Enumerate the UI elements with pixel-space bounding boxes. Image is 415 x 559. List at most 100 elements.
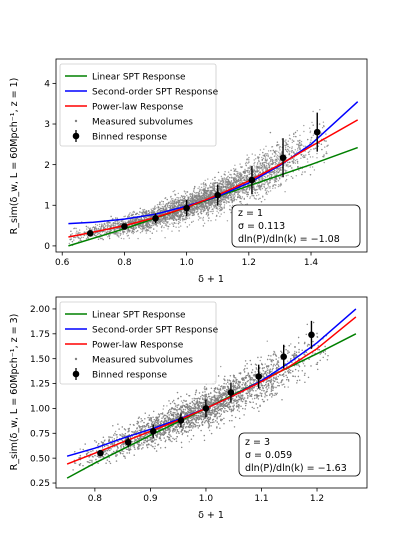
- subvolume-point: [234, 165, 235, 166]
- subvolume-point: [168, 226, 169, 227]
- subvolume-point: [286, 175, 287, 176]
- subvolume-point: [129, 238, 130, 239]
- subvolume-point: [229, 193, 230, 194]
- subvolume-point: [226, 202, 227, 203]
- subvolume-point: [243, 192, 244, 193]
- subvolume-point: [118, 222, 119, 223]
- subvolume-point: [193, 190, 194, 191]
- subvolume-point: [174, 199, 175, 200]
- subvolume-point: [179, 200, 180, 201]
- subvolume-point: [234, 170, 235, 171]
- subvolume-point: [255, 171, 256, 172]
- subvolume-point: [254, 197, 255, 198]
- x-tick-label: 0.8: [117, 258, 132, 268]
- subvolume-point: [277, 155, 278, 156]
- subvolume-point: [207, 202, 208, 203]
- subvolume-point: [177, 211, 178, 212]
- subvolume-point: [219, 186, 220, 187]
- subvolume-point: [262, 163, 263, 164]
- subvolume-point: [140, 232, 141, 233]
- subvolume-point: [219, 216, 220, 217]
- subvolume-point: [208, 210, 209, 211]
- subvolume-point: [157, 204, 158, 205]
- subvolume-point: [210, 201, 211, 202]
- subvolume-point: [174, 190, 175, 191]
- subvolume-point: [118, 236, 119, 237]
- subvolume-point: [231, 180, 232, 181]
- subvolume-point: [120, 231, 121, 232]
- subvolume-point: [150, 238, 151, 239]
- subvolume-point: [311, 137, 312, 138]
- subvolume-point: [143, 210, 144, 211]
- x-tick-label: 1.4: [304, 258, 319, 268]
- subvolume-point: [139, 211, 140, 212]
- subvolume-point: [274, 184, 275, 185]
- subvolume-point: [225, 179, 226, 180]
- subvolume-point: [215, 183, 216, 184]
- subvolume-point: [151, 216, 152, 217]
- subvolume-point: [135, 214, 136, 215]
- subvolume-point: [205, 197, 206, 198]
- subvolume-point: [160, 204, 161, 205]
- subvolume-point: [159, 203, 160, 204]
- subvolume-point: [234, 195, 235, 196]
- subvolume-point: [257, 184, 258, 185]
- subvolume-point: [279, 153, 280, 154]
- subvolume-point: [194, 188, 195, 189]
- binned-point: [280, 154, 287, 161]
- subvolume-point: [164, 237, 165, 238]
- subvolume-point: [184, 198, 185, 199]
- subvolume-point: [229, 177, 230, 178]
- subvolume-point: [247, 203, 248, 204]
- subvolume-point: [146, 213, 147, 214]
- subvolume-point: [292, 142, 293, 143]
- subvolume-point: [209, 191, 210, 192]
- subvolume-point: [184, 219, 185, 220]
- subvolume-point: [105, 225, 106, 226]
- subvolume-point: [265, 146, 266, 147]
- subvolume-point: [324, 146, 325, 147]
- subvolume-point: [158, 209, 159, 210]
- subvolume-point: [100, 234, 101, 235]
- binned-point: [214, 192, 221, 199]
- subvolume-point: [159, 221, 160, 222]
- subvolume-point: [244, 198, 245, 199]
- subvolume-point: [279, 146, 280, 147]
- subvolume-point: [245, 190, 246, 191]
- subvolume-point: [152, 210, 153, 211]
- subvolume-point: [77, 233, 78, 234]
- subvolume-point: [323, 156, 324, 157]
- subvolume-point: [139, 227, 140, 228]
- subvolume-point: [293, 152, 294, 153]
- subvolume-point: [214, 177, 215, 178]
- subvolume-point: [156, 230, 157, 231]
- subvolume-point: [153, 228, 154, 229]
- subvolume-point: [289, 135, 290, 136]
- subvolume-point: [214, 202, 215, 203]
- subvolume-point: [182, 219, 183, 220]
- subvolume-point: [291, 167, 292, 168]
- binned-point: [121, 223, 128, 230]
- subvolume-point: [69, 243, 70, 244]
- subvolume-point: [253, 165, 254, 166]
- subvolume-point: [123, 233, 124, 234]
- subvolume-point: [240, 198, 241, 199]
- subvolume-point: [266, 165, 267, 166]
- subvolume-point: [257, 169, 258, 170]
- subvolume-point: [267, 176, 268, 177]
- subvolume-point: [236, 171, 237, 172]
- subvolume-point: [140, 212, 141, 213]
- subvolume-point: [114, 225, 115, 226]
- subvolume-point: [193, 221, 194, 222]
- subvolume-point: [197, 200, 198, 201]
- subvolume-point: [276, 156, 277, 157]
- subvolume-point: [211, 211, 212, 212]
- subvolume-point: [262, 188, 263, 189]
- subvolume-point: [259, 154, 260, 155]
- subvolume-point: [158, 207, 159, 208]
- subvolume-point: [211, 206, 212, 207]
- subvolume-point: [163, 201, 164, 202]
- subvolume-point: [179, 216, 180, 217]
- subvolume-point: [193, 199, 194, 200]
- subvolume-point: [256, 186, 257, 187]
